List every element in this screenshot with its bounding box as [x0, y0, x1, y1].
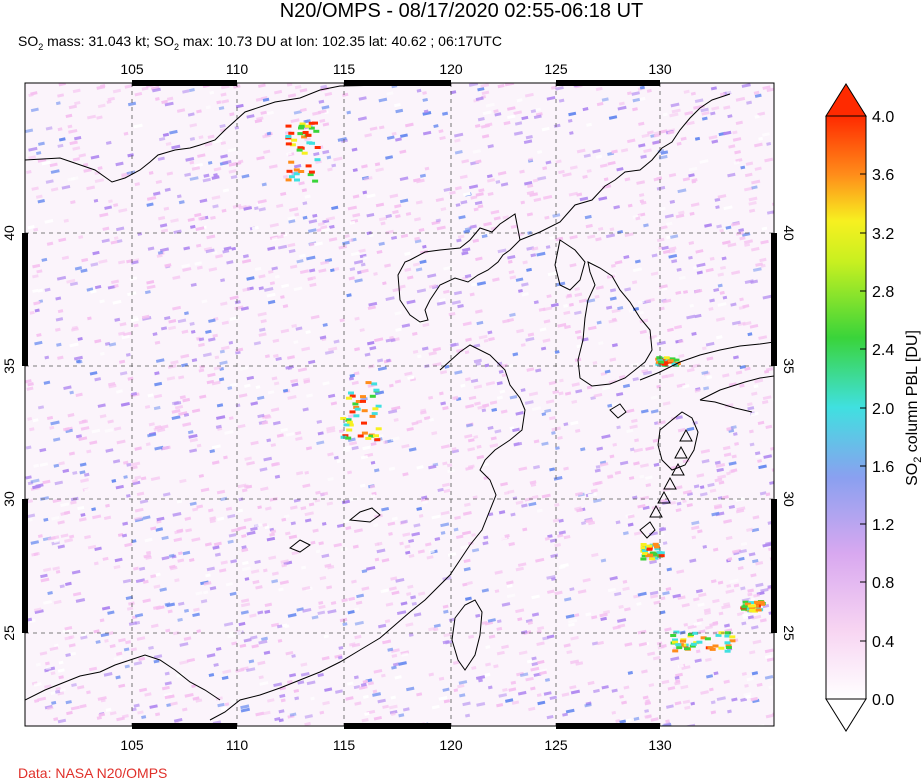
colorbar-tick: 0.4	[872, 634, 894, 651]
so2-retrieval-pixels	[25, 83, 774, 726]
lon-tick: 130	[648, 61, 672, 77]
lon-tick: 110	[226, 737, 249, 753]
map-subtitle: SO2 mass: 31.043 kt; SO2 max: 10.73 DU a…	[18, 33, 502, 52]
data-credit: Data: NASA N20/OMPS	[18, 765, 168, 781]
lon-tick: 115	[333, 61, 356, 77]
lon-tick: 130	[648, 737, 672, 753]
lat-tick: 35	[1, 358, 17, 374]
lon-tick: 120	[439, 737, 463, 753]
lat-tick: 35	[781, 358, 797, 374]
volcano-icon	[663, 476, 677, 490]
colorbar-tick: 4.0	[872, 109, 894, 126]
lat-ticks-left: 40 35 30 25	[1, 225, 17, 641]
lat-tick: 30	[781, 491, 797, 507]
colorbar-tick: 0.8	[872, 575, 894, 592]
lon-tick: 105	[120, 61, 144, 77]
map-title: N20/OMPS - 08/17/2020 02:55-06:18 UT	[279, 0, 644, 22]
colorbar-max-arrow	[825, 83, 867, 117]
lon-tick: 120	[439, 61, 463, 77]
colorbar-tick: 0.0	[872, 692, 894, 709]
volcano-icon	[671, 462, 685, 476]
volcano-icon	[657, 490, 671, 504]
lon-ticks-bottom: 105 110 115 120 125 130	[120, 737, 672, 753]
map-background	[25, 83, 774, 726]
lat-tick: 30	[1, 491, 17, 507]
volcano-icon	[674, 445, 688, 459]
colorbar-tick: 2.0	[872, 401, 894, 418]
colorbar-tick: 1.2	[872, 517, 894, 534]
lon-tick: 125	[544, 737, 568, 753]
colorbar: 4.0 3.6 3.2 2.8 2.4 2.0 1.6 1.2 0.8 0.4 …	[825, 83, 923, 732]
colorbar-tick: 2.8	[872, 284, 894, 301]
lat-tick: 40	[781, 225, 797, 241]
colorbar-tick: 2.4	[872, 342, 894, 359]
volcano-markers	[649, 428, 693, 518]
colorbar-scale	[825, 115, 867, 700]
lon-tick: 125	[544, 61, 568, 77]
volcano-icon	[679, 428, 693, 442]
lon-ticks-top: 105 110 115 120 125 130	[120, 61, 672, 77]
colorbar-tick: 1.6	[872, 459, 894, 476]
graticule	[25, 83, 774, 726]
coastlines	[25, 83, 774, 721]
colorbar-label: SO2 column PBL [DU]	[904, 330, 923, 486]
lat-tick: 40	[1, 225, 17, 241]
lat-tick: 25	[781, 625, 797, 641]
lat-ticks-right: 40 35 30 25	[781, 225, 797, 641]
lon-tick: 115	[333, 737, 356, 753]
colorbar-min-arrow	[825, 698, 867, 732]
lat-tick: 25	[1, 625, 17, 641]
colorbar-tick: 3.2	[872, 226, 894, 243]
lon-tick: 110	[226, 61, 249, 77]
map-frame	[22, 80, 777, 729]
colorbar-tick: 3.6	[872, 167, 894, 184]
lon-tick: 105	[120, 737, 144, 753]
volcano-icon	[649, 504, 663, 518]
